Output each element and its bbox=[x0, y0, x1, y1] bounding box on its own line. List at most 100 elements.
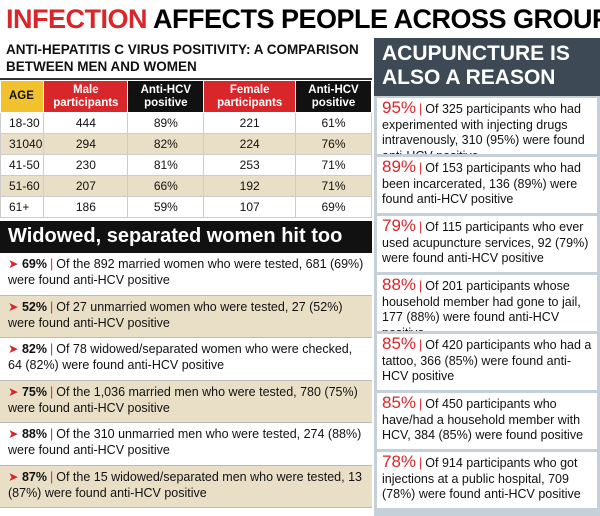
separator: | bbox=[419, 161, 423, 175]
column-header: Female participants bbox=[203, 80, 297, 113]
item-percent: 79% bbox=[382, 216, 417, 235]
item-text: Of 153 participants who had been incarce… bbox=[382, 161, 581, 206]
table-row: 41-50 230 81% 253 71% bbox=[0, 154, 372, 176]
separator: | bbox=[49, 257, 54, 271]
column-header: AGE bbox=[0, 80, 45, 113]
table-cell: 71% bbox=[295, 175, 372, 197]
table-row: 51-60 207 66% 192 71% bbox=[0, 175, 372, 197]
separator: | bbox=[419, 338, 423, 352]
table-cell: 230 bbox=[43, 154, 129, 176]
arrow-icon: ➤ bbox=[8, 299, 22, 314]
table-cell: 41-50 bbox=[0, 154, 45, 176]
table-cell: 89% bbox=[127, 112, 205, 134]
table-row: 18-30 444 89% 221 61% bbox=[0, 112, 372, 134]
table-cell: 61+ bbox=[0, 196, 45, 218]
column-header: Anti-HCV positive bbox=[127, 80, 205, 113]
table-cell: 207 bbox=[43, 175, 129, 197]
item-percent: 88% bbox=[382, 275, 417, 294]
women-item: ➤ 82% | Of 78 widowed/separated women who … bbox=[0, 338, 372, 381]
table-cell: 107 bbox=[203, 196, 297, 218]
table-cell: 18-30 bbox=[0, 112, 45, 134]
right-panel: ACUPUNCTURE IS ALSO A REASON 95% | Of 325 … bbox=[374, 38, 600, 516]
table-cell: 76% bbox=[295, 133, 372, 155]
title: INFECTION AFFECTS PEOPLE ACROSS GROUPS bbox=[0, 0, 600, 38]
table-title: ANTI-HEPATITIS C VIRUS POSITIVITY: A COM… bbox=[0, 38, 372, 80]
table-cell: 444 bbox=[43, 112, 129, 134]
acupuncture-item: 88% | Of 201 participants whose household … bbox=[377, 275, 597, 331]
arrow-icon: ➤ bbox=[8, 257, 22, 271]
table: AGE Male participants Anti-HCV positive Fem… bbox=[0, 80, 372, 218]
table-cell: 31040 bbox=[0, 133, 45, 155]
acupuncture-item: 95% | Of 325 participants who had experime… bbox=[377, 98, 597, 154]
table-cell: 66% bbox=[127, 175, 205, 197]
table-cell: 82% bbox=[127, 133, 205, 155]
acupuncture-item: 79% | Of 115 participants who ever used ac… bbox=[377, 216, 597, 272]
item-percent: 88% bbox=[21, 427, 47, 441]
item-text: Of 914 participants who got injections a… bbox=[382, 456, 581, 501]
table-cell: 71% bbox=[295, 154, 372, 176]
item-text: Of 27 unmarried women who were tested, 2… bbox=[8, 299, 343, 330]
separator: | bbox=[419, 220, 423, 234]
section-title: Widowed, separated women hit too bbox=[0, 221, 372, 253]
item-percent: 75% bbox=[21, 384, 47, 399]
item-percent: 95% bbox=[382, 98, 417, 117]
table-row: 61+ 186 59% 107 69% bbox=[0, 196, 372, 218]
table-cell: 186 bbox=[43, 196, 129, 218]
item-text: Of 78 widowed/separated women who were c… bbox=[8, 342, 353, 372]
arrow-icon: ➤ bbox=[8, 427, 22, 441]
arrow-icon: ➤ bbox=[8, 384, 22, 399]
separator: | bbox=[49, 469, 54, 484]
acupuncture-item: 85% | Of 450 participants who have/had a h… bbox=[377, 393, 597, 449]
separator: | bbox=[49, 427, 54, 441]
table-cell: 221 bbox=[203, 112, 297, 134]
acupuncture-list: 95% | Of 325 participants who had experime… bbox=[377, 98, 597, 508]
separator: | bbox=[49, 342, 54, 356]
table-cell: 59% bbox=[127, 196, 205, 218]
item-text: Of 115 participants who ever used acupun… bbox=[382, 220, 589, 265]
item-text: Of the 15 widowed/separated men who were… bbox=[8, 469, 362, 500]
table-cell: 69% bbox=[295, 196, 372, 218]
left-panel: ANTI-HEPATITIS C VIRUS POSITIVITY: A COM… bbox=[0, 38, 372, 516]
item-text: Of the 892 married women who were tested… bbox=[8, 257, 364, 287]
table-row: 31040 294 82% 224 76% bbox=[0, 133, 372, 155]
item-text: Of 325 participants who had experimented… bbox=[382, 102, 585, 154]
table-cell: 61% bbox=[295, 112, 372, 134]
item-text: Of 201 participants whose household memb… bbox=[382, 279, 581, 331]
section-title: ACUPUNCTURE IS ALSO A REASON bbox=[374, 38, 600, 96]
table-cell: 81% bbox=[127, 154, 205, 176]
separator: | bbox=[419, 279, 423, 293]
item-percent: 89% bbox=[382, 157, 417, 176]
arrow-icon: ➤ bbox=[8, 469, 22, 484]
women-item: ➤ 88% | Of the 310 unmarried men who were … bbox=[0, 423, 372, 466]
acupuncture-item: 89% | Of 153 participants who had been inc… bbox=[377, 157, 597, 213]
title-rest: AFFECTS PEOPLE ACROSS GROUPS bbox=[153, 4, 600, 34]
arrow-icon: ➤ bbox=[8, 342, 22, 356]
column-header: Anti-HCV positive bbox=[295, 80, 372, 113]
item-percent: 85% bbox=[382, 393, 417, 412]
separator: | bbox=[419, 102, 423, 116]
table-cell: 192 bbox=[203, 175, 297, 197]
table-cell: 294 bbox=[43, 133, 129, 155]
acupuncture-item: 85% | Of 420 participants who had a tattoo… bbox=[377, 334, 597, 390]
women-list: ➤ 69% | Of the 892 married women who were … bbox=[0, 253, 372, 508]
title-highlight: INFECTION bbox=[6, 4, 148, 34]
item-text: Of the 1,036 married men who were tested… bbox=[8, 384, 358, 415]
women-item: ➤ 87% | Of the 15 widowed/separated men wh… bbox=[0, 465, 372, 508]
table-cell: 253 bbox=[203, 154, 297, 176]
separator: | bbox=[49, 384, 54, 399]
separator: | bbox=[419, 397, 423, 411]
item-percent: 78% bbox=[382, 452, 417, 471]
table-cell: 51-60 bbox=[0, 175, 45, 197]
women-item: ➤ 52% | Of 27 unmarried women who were tes… bbox=[0, 295, 372, 338]
acupuncture-item: 78% | Of 914 participants who got injectio… bbox=[377, 452, 597, 508]
table-cell: 224 bbox=[203, 133, 297, 155]
separator: | bbox=[49, 299, 54, 314]
item-percent: 52% bbox=[21, 299, 47, 314]
item-percent: 69% bbox=[21, 257, 47, 271]
item-percent: 85% bbox=[382, 334, 417, 353]
item-text: Of 450 participants who have/had a house… bbox=[382, 397, 584, 442]
table-header: AGE Male participants Anti-HCV positive Fem… bbox=[0, 80, 372, 113]
item-percent: 87% bbox=[21, 469, 47, 484]
column-header: Male participants bbox=[43, 80, 129, 113]
